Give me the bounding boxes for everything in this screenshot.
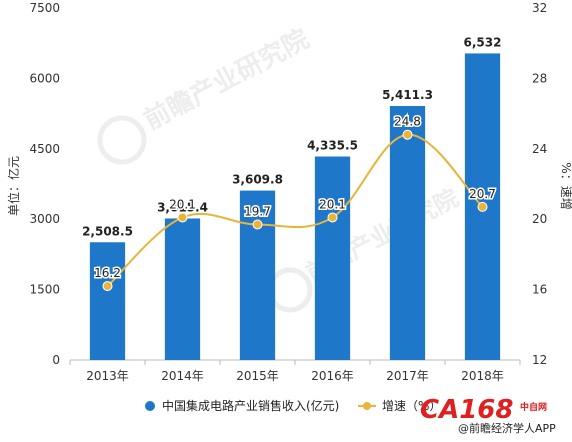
x-tick-label: 2016年 [311,369,354,383]
y-right-tick-label: 12 [532,353,547,367]
watermark-logo-icon [97,115,147,165]
growth-line [106,133,484,287]
y-right-tick-label: 20 [532,212,547,226]
legend: 中国集成电路产业销售收入(亿元) 增速（%） [145,398,441,413]
bar-value-label: 4,335.5 [307,139,358,153]
bar [239,190,276,360]
growth-value-label: 24.8 [394,115,421,129]
legend-item-revenue: 中国集成电路产业销售收入(亿元) [162,398,339,413]
watermark-text: 前瞻产业研究院 [139,23,314,136]
bar [314,156,351,360]
growth-point [327,212,338,223]
growth-point [402,129,413,140]
bar-value-label: 3,015.4 [157,200,208,214]
growth-value-label: 20.7 [469,187,496,201]
y-right-tick-label: 28 [532,71,547,85]
x-tick-label: 2014年 [161,369,204,383]
growth-value-label: 20.1 [319,197,346,211]
y-left-tick-label: 3000 [29,212,60,226]
x-tick-label: 2018年 [461,369,504,383]
orange-line-dot-icon [363,402,371,410]
growth-point [102,281,113,292]
y-left-tick-label: 7500 [29,1,60,15]
blue-dot-icon [145,401,155,411]
y-left-tick-label: 0 [52,353,60,367]
y-right-tick-label: 16 [532,283,547,297]
y-left-tick-label: 6000 [29,71,60,85]
axes: 2013年 2014年 2015年 2016年 2017年 2018年 0 1500 3000 4… [29,1,547,383]
source-text: @前瞻经济学人APP [458,421,556,435]
growth-value-label: 19.7 [244,204,271,218]
bar [89,242,126,360]
x-tick-label: 2013年 [86,369,129,383]
y-right-axis-title: %：速增 [559,162,572,209]
x-tick-label: 2017年 [386,369,429,383]
bar-value-label: 2,508.5 [82,224,133,238]
growth-point [252,219,263,230]
ca168-logo: CA168 中自网 [420,395,547,425]
watermark-logo-icon-2 [267,267,313,313]
growth-value-label: 16.2 [94,266,121,280]
bar-value-label: 3,609.8 [232,173,283,187]
growth-point [177,212,188,223]
logo-main-text: CA168 [420,395,513,425]
bar-value-label: 6,532 [464,35,502,49]
growth-value-label: 20.1 [169,197,196,211]
y-left-tick-label: 4500 [29,142,60,156]
legend-item-growth: 增速（%） [382,399,441,413]
logo-sub-text: 中自网 [520,401,547,413]
bar [164,218,201,360]
bar-series [89,53,501,361]
y-right-tick-label: 24 [532,142,547,156]
y-left-tick-label: 1500 [29,283,60,297]
growth-point [477,201,488,212]
x-tick-label: 2015年 [236,369,279,383]
y-right-tick-label: 32 [532,1,547,15]
bar [389,106,426,360]
line-series [102,129,488,292]
y-left-axis-title: 单位：亿元 [6,156,21,216]
data-labels: 2,508.5 3,015.4 3,609.8 4,335.5 5,411.3 6,532… [82,35,502,281]
bar-value-label: 5,411.3 [382,88,433,102]
